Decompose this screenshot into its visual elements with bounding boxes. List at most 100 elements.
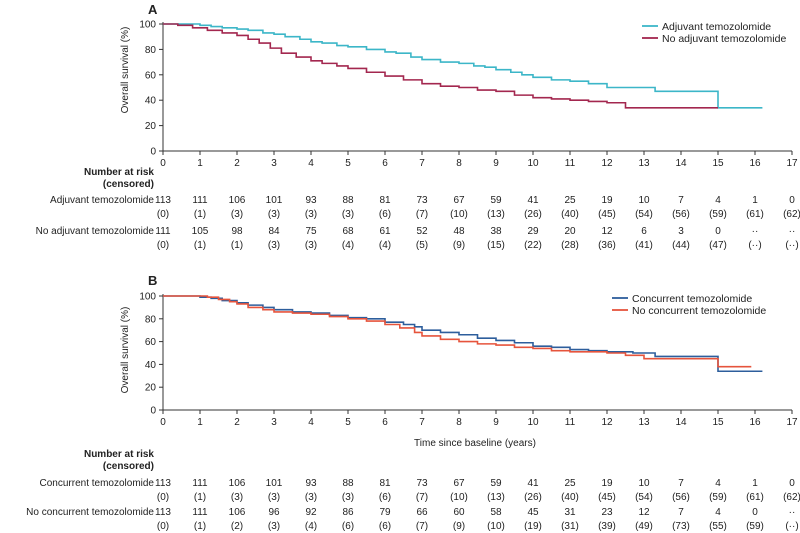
risk-table-b-subheading: (censored) (103, 461, 154, 472)
at-risk-count: ·· (789, 507, 796, 518)
x-tick-label: 3 (271, 417, 277, 428)
at-risk-count: 19 (601, 478, 613, 489)
censored-count: (5) (416, 240, 428, 251)
at-risk-count: 1 (752, 195, 758, 206)
censored-count: (61) (746, 492, 764, 503)
y-tick-label: 80 (145, 45, 157, 56)
censored-count: (3) (305, 492, 317, 503)
at-risk-count: 75 (305, 226, 317, 237)
censored-count: (0) (157, 209, 169, 220)
x-tick-label: 17 (786, 417, 798, 428)
at-risk-count: 4 (715, 507, 721, 518)
x-tick-label: 0 (160, 417, 166, 428)
at-risk-count: 101 (266, 478, 283, 489)
x-tick-label: 8 (456, 417, 462, 428)
censored-count: (45) (598, 492, 616, 503)
at-risk-count: 66 (416, 507, 428, 518)
survival-curve-adjuvant-temozolomide (163, 23, 763, 109)
panel-b-legend: Concurrent temozolomide No concurrent te… (612, 293, 766, 317)
censored-count: (2) (231, 521, 243, 532)
censored-count: (10) (450, 492, 468, 503)
at-risk-count: 48 (453, 226, 465, 237)
x-tick-label: 12 (601, 417, 613, 428)
at-risk-count: 106 (229, 507, 246, 518)
censored-count: (13) (487, 492, 505, 503)
censored-count: (54) (635, 492, 653, 503)
x-tick-label: 6 (382, 158, 388, 169)
censored-count: (36) (598, 240, 616, 251)
at-risk-count: 105 (192, 226, 209, 237)
censored-count: (40) (561, 209, 579, 220)
censored-count: (56) (672, 209, 690, 220)
censored-count: (3) (268, 521, 280, 532)
x-tick-label: 4 (308, 417, 314, 428)
x-tick-label: 13 (638, 158, 650, 169)
censored-count: (3) (231, 209, 243, 220)
at-risk-count: 111 (192, 507, 208, 518)
at-risk-count: 59 (490, 478, 502, 489)
censored-count: (26) (524, 209, 542, 220)
censored-count: (6) (379, 492, 391, 503)
censored-count: (0) (157, 492, 169, 503)
y-tick-label: 100 (139, 20, 156, 31)
y-tick-label: 20 (145, 383, 157, 394)
censored-count: (7) (416, 521, 428, 532)
x-tick-label: 5 (345, 158, 351, 169)
at-risk-count: 79 (379, 507, 391, 518)
at-risk-count: ·· (752, 226, 759, 237)
at-risk-count: 12 (601, 226, 613, 237)
risk-row-label-adjuvant: Adjuvant temozolomide (50, 195, 154, 206)
at-risk-count: 3 (678, 226, 684, 237)
survival-curve-no-concurrent-temozolomide (163, 295, 752, 368)
y-tick-label: 0 (150, 406, 156, 417)
censored-count: (··) (785, 240, 798, 251)
at-risk-count: 31 (564, 507, 576, 518)
censored-count: (44) (672, 240, 690, 251)
at-risk-count: 52 (416, 226, 428, 237)
at-risk-count: 93 (305, 195, 317, 206)
censored-count: (10) (487, 521, 505, 532)
at-risk-count: 113 (155, 507, 171, 518)
censored-count: (59) (709, 492, 727, 503)
x-tick-label: 14 (675, 417, 687, 428)
censored-count: (7) (416, 209, 428, 220)
at-risk-count: 68 (342, 226, 354, 237)
y-tick-label: 80 (145, 314, 157, 325)
x-tick-label: 5 (345, 417, 351, 428)
censored-count: (49) (635, 521, 653, 532)
censored-count: (59) (709, 209, 727, 220)
panel-a-label: A (148, 2, 158, 17)
censored-count: (15) (487, 240, 505, 251)
at-risk-count: 86 (342, 507, 354, 518)
censored-count: (··) (785, 521, 798, 532)
at-risk-count: 81 (379, 195, 391, 206)
x-tick-label: 15 (712, 417, 724, 428)
panel-b-y-axis-title: Overall survival (%) (120, 307, 131, 394)
x-tick-label: 8 (456, 158, 462, 169)
censored-count: (19) (524, 521, 542, 532)
x-tick-label: 1 (197, 158, 203, 169)
censored-count: (22) (524, 240, 542, 251)
censored-count: (61) (746, 209, 764, 220)
censored-count: (54) (635, 209, 653, 220)
x-tick-label: 13 (638, 417, 650, 428)
risk-table-a-subheading: (censored) (103, 179, 154, 190)
panel-a-curves (163, 23, 763, 109)
censored-count: (41) (635, 240, 653, 251)
censored-count: (7) (416, 492, 428, 503)
at-risk-count: 67 (453, 195, 465, 206)
at-risk-count: 93 (305, 478, 317, 489)
censored-count: (62) (783, 209, 800, 220)
censored-count: (10) (450, 209, 468, 220)
at-risk-count: 7 (678, 478, 684, 489)
censored-count: (··) (748, 240, 761, 251)
at-risk-count: 41 (527, 478, 539, 489)
censored-count: (1) (194, 521, 206, 532)
legend-label-no-concurrent: No concurrent temozolomide (632, 305, 766, 317)
risk-table-b-cells: 113 111 106 101 93 88 81 73 67 59 41 25 19 10 7 4 1 0(0)(… (155, 478, 800, 532)
censored-count: (6) (379, 521, 391, 532)
risk-table-a-cells: 113 111 106 101 93 88 81 73 67 59 41 25 19 10 7 4 1 0(0)(… (155, 195, 800, 251)
censored-count: (13) (487, 209, 505, 220)
x-tick-label: 10 (527, 417, 539, 428)
